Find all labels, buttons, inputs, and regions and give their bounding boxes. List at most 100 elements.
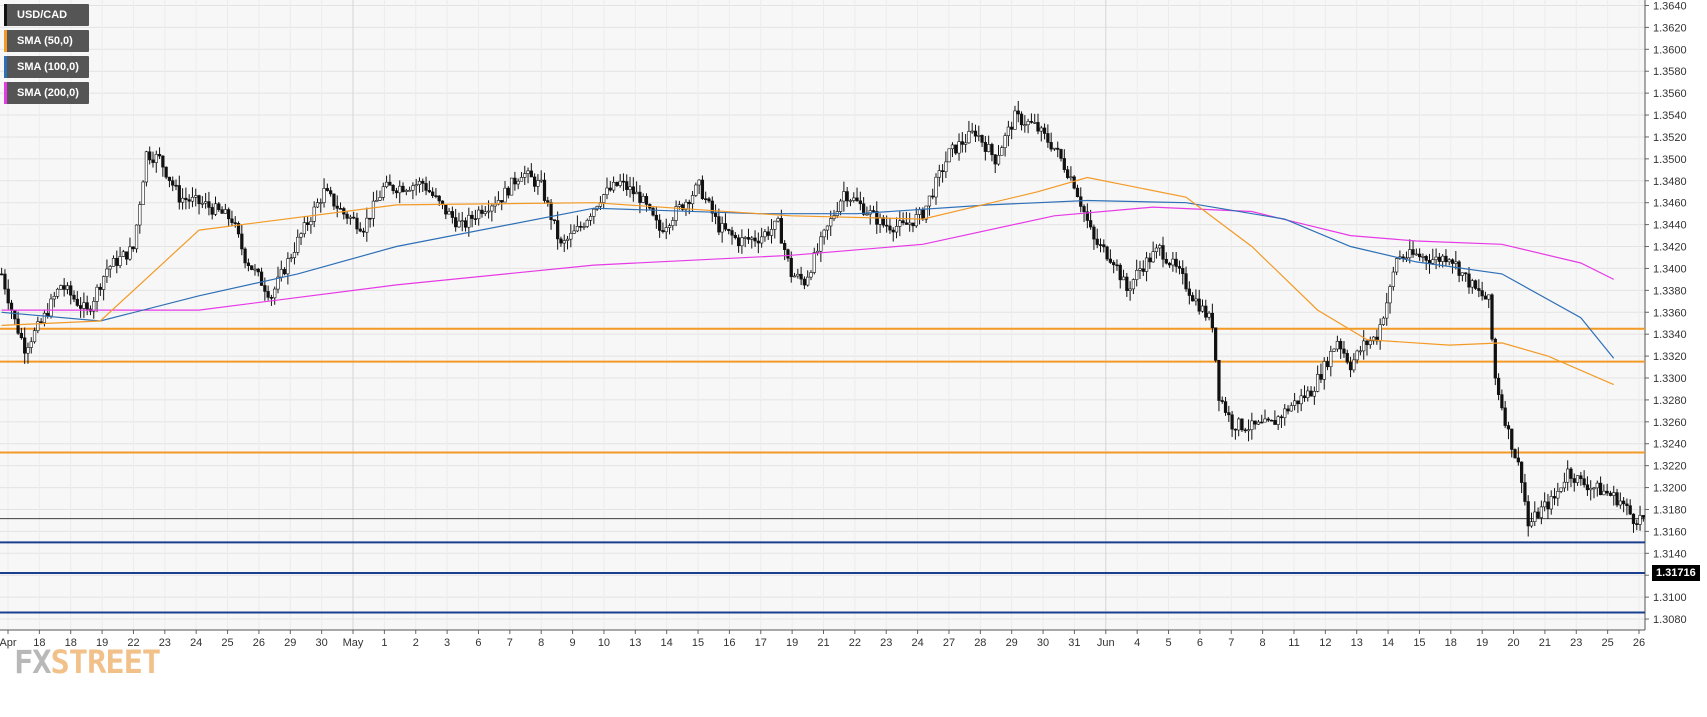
candle-body — [1299, 395, 1303, 405]
candle-body — [1579, 475, 1583, 480]
x-tick-label: 14 — [661, 637, 673, 649]
x-tick-label: 23 — [880, 637, 892, 649]
candle-body — [575, 226, 580, 232]
candle-body — [273, 288, 277, 299]
candle-body — [444, 204, 448, 215]
candle-body — [13, 310, 17, 320]
x-tick-label: 23 — [1570, 637, 1582, 649]
candle-body — [424, 183, 428, 191]
candle-body — [756, 240, 760, 244]
x-tick-label: 6 — [475, 637, 481, 649]
candle-body — [289, 257, 293, 259]
candle-body — [417, 180, 422, 185]
x-tick-label: 12 — [1319, 637, 1331, 649]
y-axis: 1.30801.31001.31201.31401.31601.31801.32… — [0, 0, 1687, 626]
candle-body — [1559, 487, 1563, 492]
candle-body — [332, 193, 336, 207]
candle-body — [1470, 280, 1474, 288]
candle-body — [733, 234, 737, 239]
candle-body — [1431, 259, 1435, 264]
candle-body — [697, 179, 701, 186]
candle-body — [473, 218, 478, 220]
y-tick-label: 1.3480 — [1653, 176, 1687, 188]
plot-area — [0, 0, 1645, 630]
candle-body — [1151, 251, 1155, 263]
candle-body — [783, 243, 787, 250]
y-tick-label: 1.3260 — [1653, 417, 1687, 429]
x-tick-label: 24 — [911, 637, 923, 649]
candle-body — [1240, 418, 1244, 431]
candle-body — [1411, 249, 1415, 255]
candle-body — [1480, 290, 1484, 297]
candle-body — [661, 230, 665, 233]
candle-body — [796, 273, 800, 277]
candle-body — [809, 272, 813, 278]
candle-body — [1460, 272, 1465, 276]
candle-body — [23, 337, 27, 354]
candle-body — [207, 201, 211, 208]
candle-body — [556, 220, 560, 240]
x-tick-label: 22 — [849, 637, 861, 649]
candle-body — [398, 185, 402, 194]
candle-body — [1181, 268, 1185, 274]
candle-body — [529, 170, 533, 178]
candle-body — [862, 203, 866, 215]
candle-body — [361, 230, 366, 233]
candle-body — [105, 268, 109, 277]
candle-body — [138, 204, 142, 226]
candle-body — [1029, 121, 1034, 123]
candle-body — [1546, 501, 1550, 510]
x-tick-label: 26 — [1633, 637, 1645, 649]
candle-body — [1095, 238, 1099, 245]
candle-body — [1167, 262, 1172, 266]
candle-body — [111, 257, 116, 267]
candle-body — [121, 251, 125, 257]
legend-item-sma200[interactable]: SMA (200,0) — [4, 82, 89, 104]
y-tick-label: 1.3080 — [1653, 614, 1687, 626]
candle-body — [1641, 515, 1645, 518]
candle-body — [1552, 496, 1557, 499]
candle-body — [1490, 294, 1494, 340]
candle-body — [1621, 500, 1626, 505]
candle-body — [1618, 500, 1622, 506]
candle-body — [1138, 268, 1142, 271]
legend-item-sma100[interactable]: SMA (100,0) — [4, 56, 89, 78]
candle-body — [1194, 298, 1198, 302]
candle-body — [1598, 482, 1603, 496]
candle-body — [243, 248, 247, 264]
candle-body — [1543, 501, 1547, 508]
legend-item-sma50[interactable]: SMA (50,0) — [4, 30, 89, 52]
x-tick-label: 29 — [284, 637, 296, 649]
candle-body — [1036, 122, 1040, 132]
candle-body — [1273, 420, 1277, 425]
candle-body — [352, 216, 356, 219]
candle-body — [1302, 395, 1307, 399]
x-tick-label: 18 — [33, 637, 45, 649]
candle-body — [187, 199, 191, 202]
candle-body — [1572, 478, 1576, 483]
x-tick-label: 27 — [943, 637, 955, 649]
candle-body — [480, 209, 484, 214]
candle-body — [62, 285, 66, 290]
candle-body — [1592, 487, 1596, 490]
candle-body — [628, 186, 632, 190]
candle-body — [276, 276, 280, 290]
candle-body — [437, 195, 441, 202]
candle-body — [1473, 280, 1478, 289]
candle-body — [204, 201, 208, 204]
candle-body — [569, 233, 573, 240]
x-tick-label: 18 — [65, 637, 77, 649]
candle-body — [1566, 468, 1570, 483]
candle-body — [519, 177, 524, 182]
candle-body — [526, 170, 530, 174]
x-tick-label: 19 — [786, 637, 798, 649]
candle-body — [654, 214, 658, 221]
candle-body — [1447, 259, 1451, 263]
logo-fx-text: FX — [14, 643, 52, 681]
candle-body — [305, 222, 310, 226]
candle-body — [1075, 187, 1080, 198]
candle-body — [19, 332, 24, 339]
legend-item-usdcad[interactable]: USD/CAD — [4, 4, 89, 26]
candle-body — [39, 321, 43, 323]
